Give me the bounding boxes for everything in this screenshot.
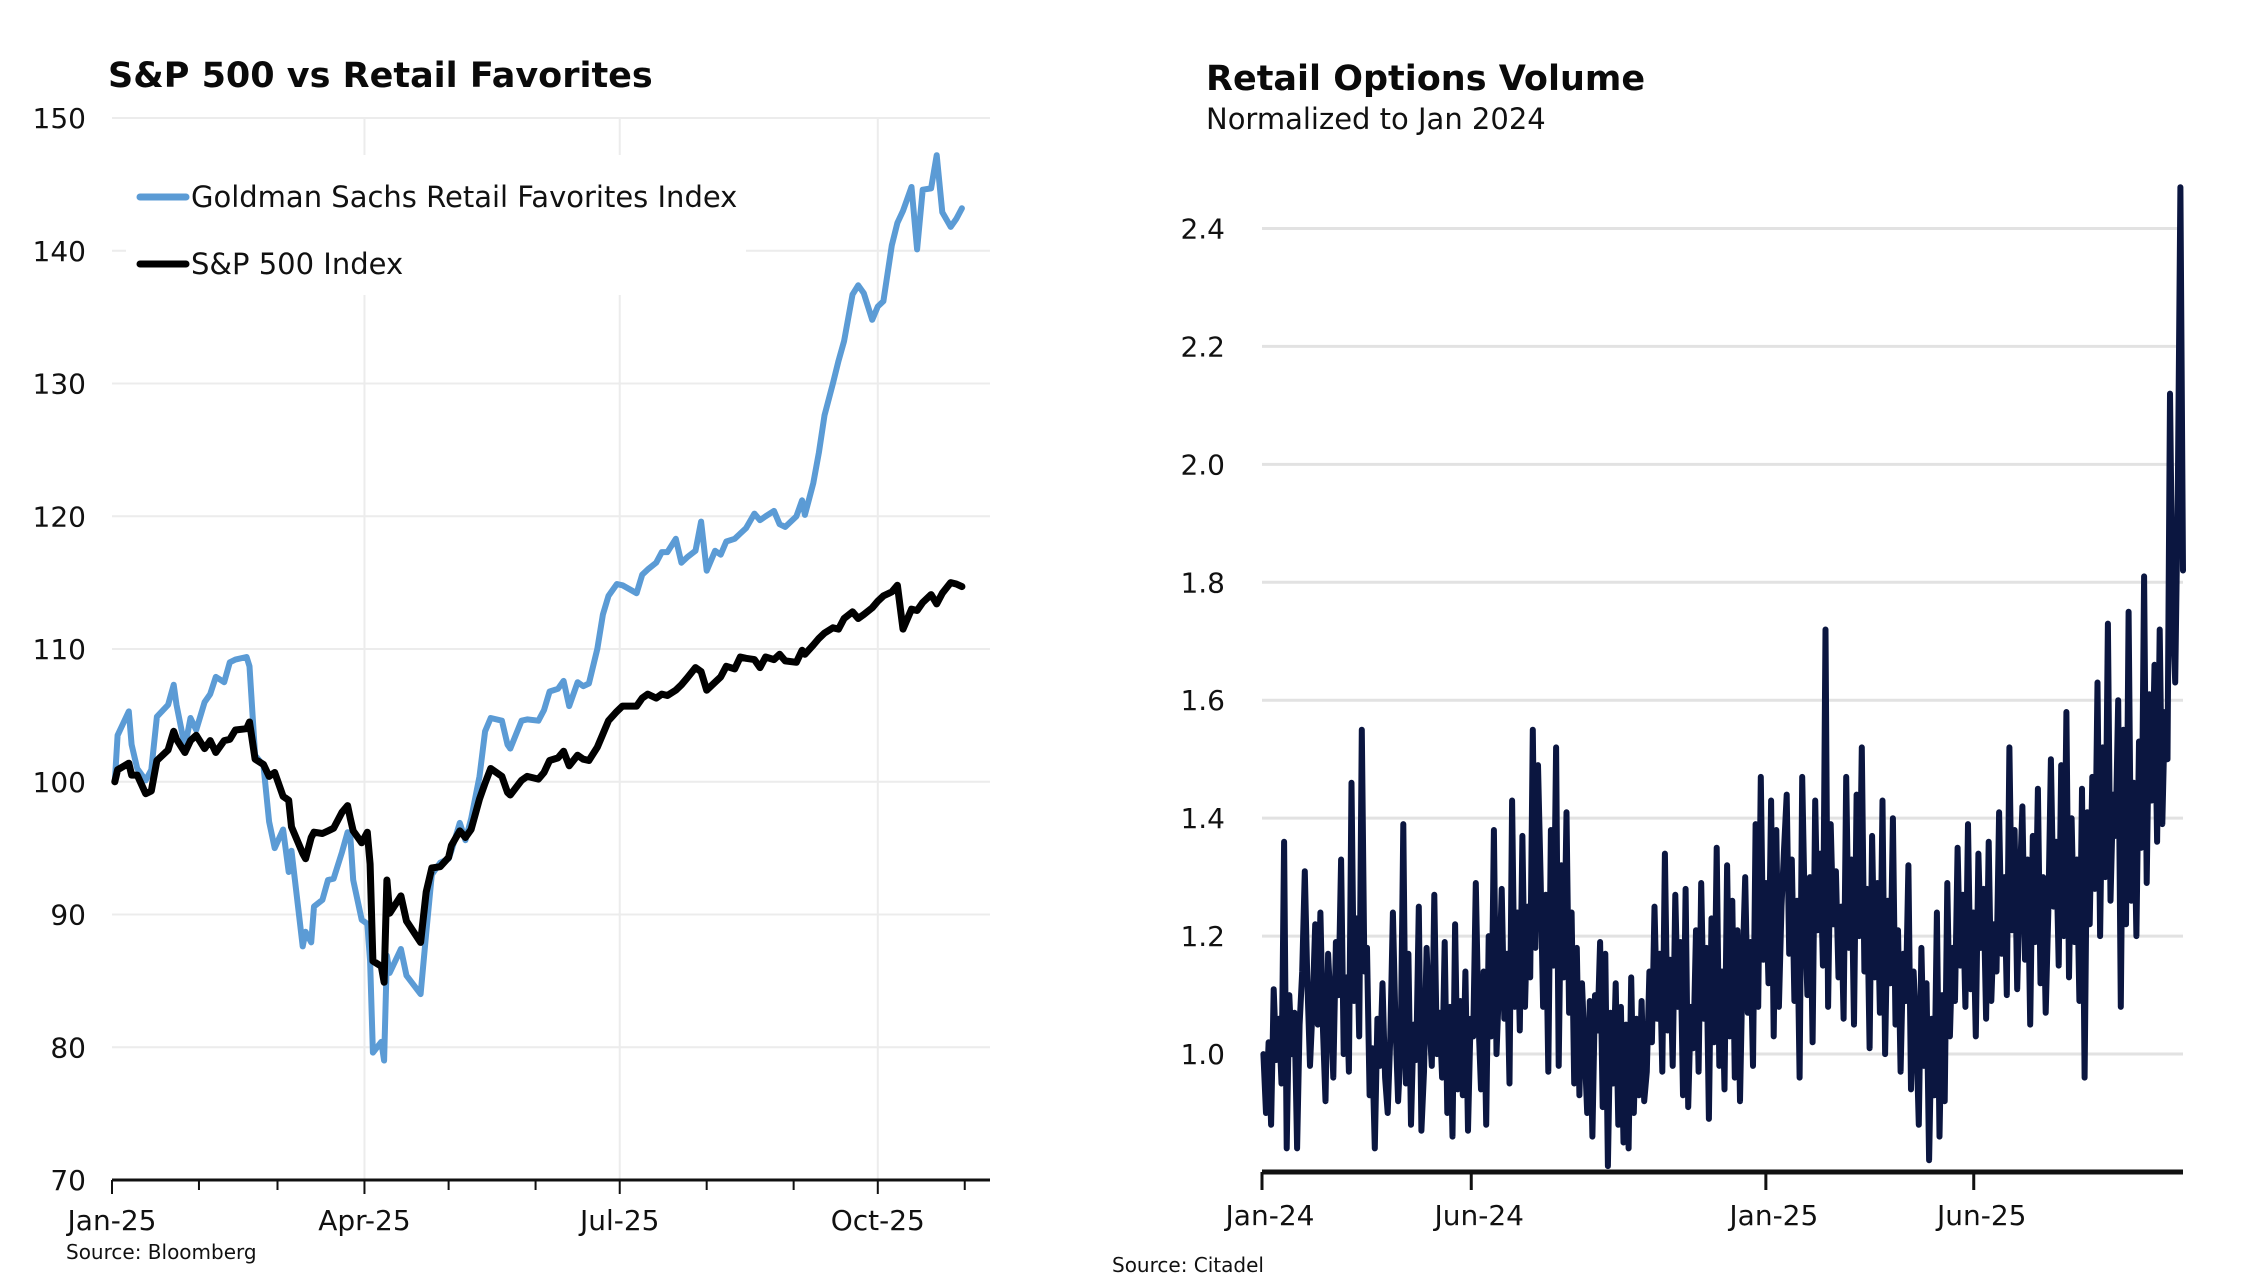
sp500-line <box>111 579 966 986</box>
y-tick-label: 100 <box>33 766 86 799</box>
right-chart-source: Source: Citadel <box>1112 1253 1264 1277</box>
legend-label: S&P 500 Index <box>191 247 403 281</box>
y-tick-label: 1.8 <box>1180 566 1225 599</box>
y-tick-label: 140 <box>33 235 86 268</box>
left-chart-svg: 70 80 90 100 110 120 130 140 150 Jan-25 Apr-25 Jul-… <box>33 102 990 1237</box>
y-tick-label: 130 <box>33 368 86 401</box>
right-chart-svg: 1.0 1.2 1.4 1.6 1.8 2.0 2.2 2.4 Jan-24 Jun-24 Jan-… <box>1180 184 2186 1232</box>
y-tick-label: 1.4 <box>1180 802 1225 835</box>
right-chart-title: Retail Options Volume <box>1206 59 1646 99</box>
y-tick-label: 1.0 <box>1180 1038 1225 1071</box>
y-tick-label: 150 <box>33 102 86 135</box>
x-tick-label: Apr-25 <box>318 1204 410 1237</box>
left-chart-panel: S&P 500 vs Retail Favorites 70 80 90 100 110… <box>0 0 1100 1267</box>
y-tick-label: 2.0 <box>1180 448 1225 481</box>
x-tick-label: Jan-25 <box>1727 1199 1818 1232</box>
left-chart-source: Source: Bloomberg <box>66 1240 257 1264</box>
legend-background <box>126 155 746 295</box>
y-tick-label: 110 <box>33 633 86 666</box>
x-tick-label: Jun-25 <box>1935 1199 2026 1232</box>
x-tick-label: Oct-25 <box>831 1204 925 1237</box>
right-chart-panel: Retail Options Volume Normalized to Jan … <box>1100 0 2265 1277</box>
y-tick-label: 1.6 <box>1180 684 1225 717</box>
x-tick-label: Jun-24 <box>1433 1199 1524 1232</box>
left-chart-title: S&P 500 vs Retail Favorites <box>108 56 653 96</box>
right-chart-subtitle: Normalized to Jan 2024 <box>1206 102 1546 136</box>
y-tick-label: 90 <box>50 899 86 932</box>
x-tick-label: Jan-25 <box>66 1204 157 1237</box>
y-tick-label: 2.4 <box>1180 212 1225 245</box>
y-tick-label: 80 <box>50 1031 86 1064</box>
y-tick-label: 2.2 <box>1180 330 1225 363</box>
legend-label: Goldman Sachs Retail Favorites Index <box>191 180 737 214</box>
x-tick-label: Jul-25 <box>578 1204 660 1237</box>
options-volume-line <box>1260 184 2186 1170</box>
y-tick-label: 1.2 <box>1180 920 1225 953</box>
y-tick-label: 70 <box>50 1164 86 1197</box>
y-tick-label: 120 <box>33 500 86 533</box>
x-tick-label: Jan-24 <box>1224 1199 1315 1232</box>
